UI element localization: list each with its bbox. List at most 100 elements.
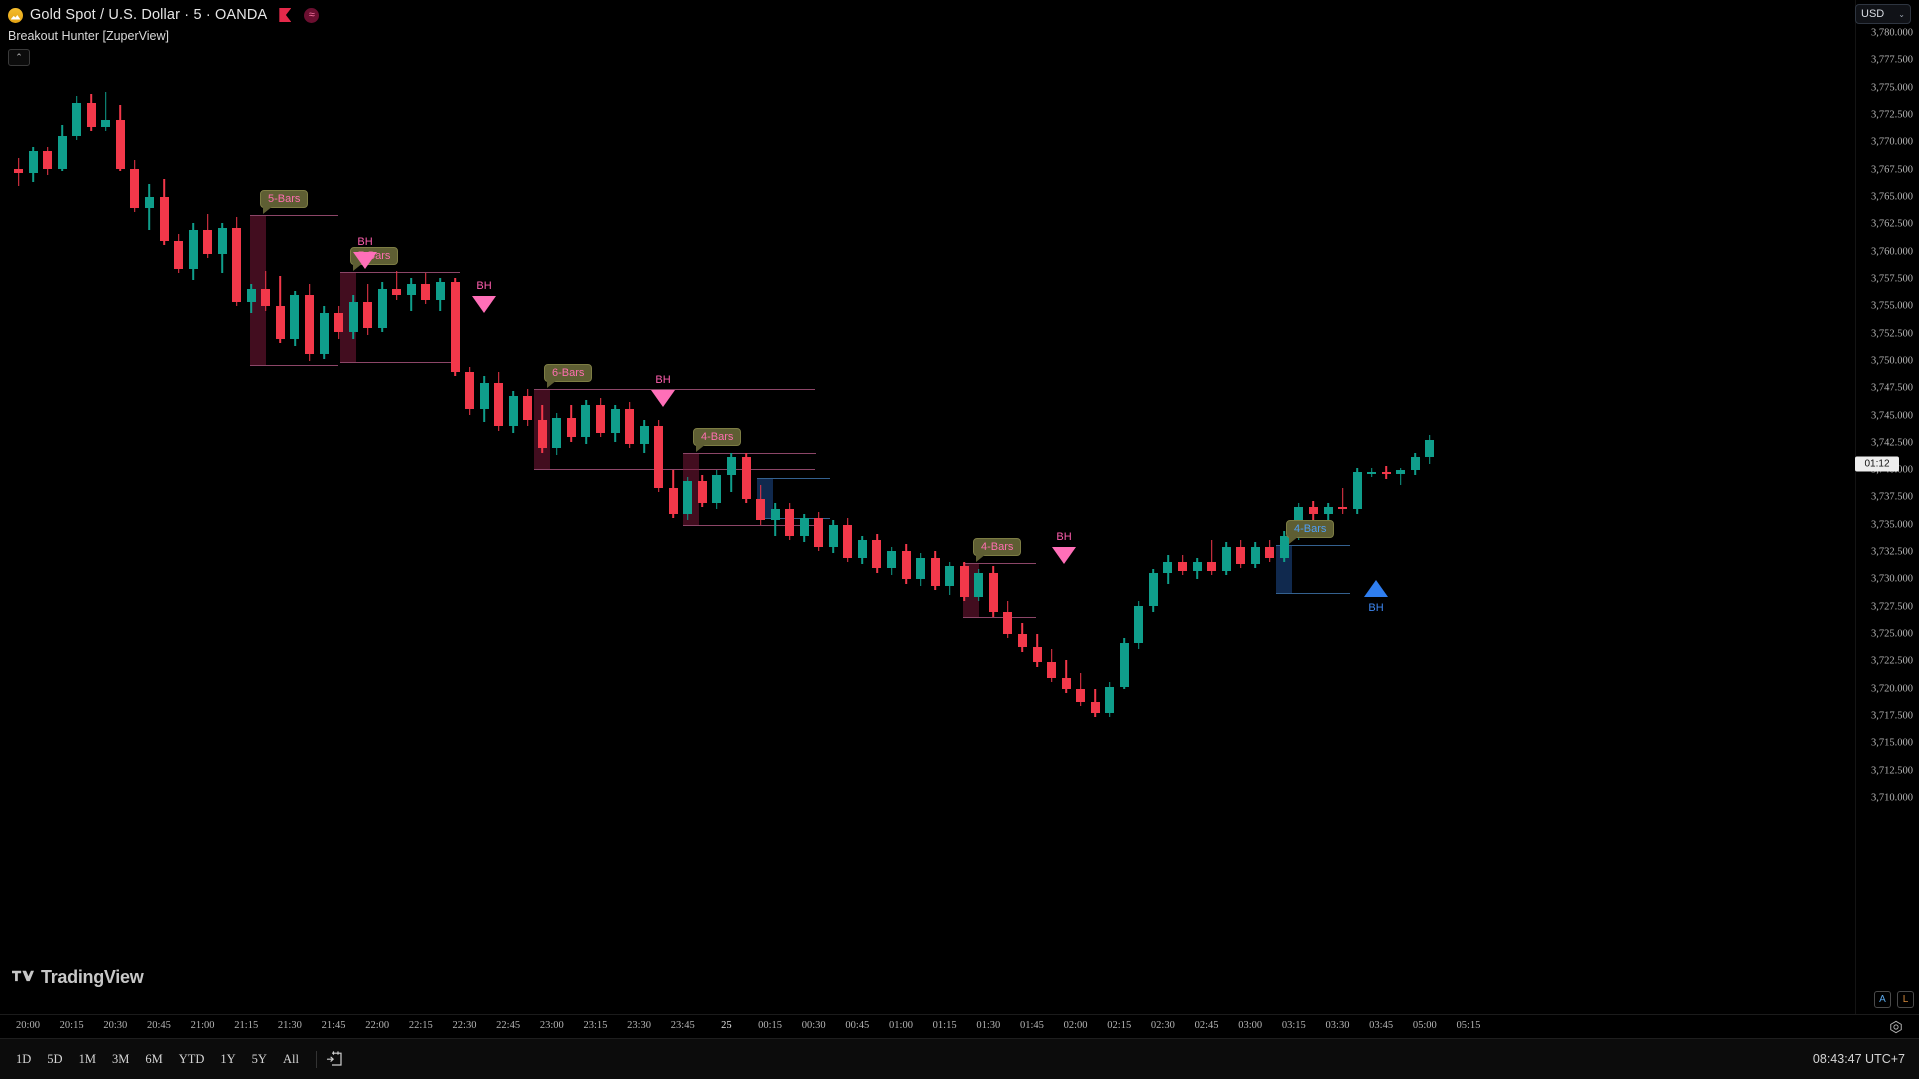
candle-body: [406, 284, 416, 296]
range-button-1d[interactable]: 1D: [16, 1051, 32, 1066]
collapse-legend-button[interactable]: ⌃: [8, 49, 30, 66]
candle-body: [494, 382, 504, 427]
candle-body: [1119, 642, 1129, 687]
breakout-signal-bull: BH: [1364, 580, 1388, 614]
price-tick: 3,777.500: [1871, 54, 1913, 66]
tradingview-logo-text: TradingView: [41, 967, 144, 987]
candlestick: [1076, 673, 1086, 707]
time-tick: 03:15: [1281, 1020, 1306, 1031]
candle-body: [101, 120, 111, 127]
candle-body: [799, 518, 809, 536]
candlestick: [450, 277, 460, 377]
signal-label: BH: [655, 374, 671, 386]
price-tick: 3,717.500: [1871, 710, 1913, 722]
signal-label: BH: [476, 280, 492, 292]
candlestick: [683, 476, 693, 521]
bars-count-label: 5-Bars: [260, 190, 309, 208]
candle-body: [435, 282, 445, 300]
candle-body: [988, 572, 998, 613]
range-button-5y[interactable]: 5Y: [251, 1051, 267, 1066]
candle-body: [1323, 507, 1333, 514]
candlestick: [1265, 540, 1275, 562]
candle-body: [290, 295, 300, 339]
target-crosshair-icon[interactable]: [1889, 1020, 1903, 1034]
candle-body: [203, 229, 213, 254]
candlestick: [130, 159, 140, 213]
zone-boundary-line: [534, 389, 815, 390]
candle-body: [596, 404, 605, 433]
breakout-signal-bear: BH: [353, 236, 377, 269]
candlestick: [421, 273, 431, 305]
candlestick: [1323, 502, 1333, 525]
candle-body: [566, 417, 576, 438]
candle-body: [43, 151, 53, 169]
time-axis[interactable]: 20:00 20:15 20:30 20:45 21:00 21:15 21:30 21:45…: [0, 1014, 1919, 1038]
candle-body: [1017, 634, 1027, 648]
candle-body: [741, 457, 751, 499]
time-tick: 20:45: [146, 1020, 171, 1031]
time-tick: 01:45: [1019, 1020, 1044, 1031]
candlestick: [1396, 467, 1406, 486]
candle-body: [1178, 561, 1187, 571]
candle-body: [1410, 457, 1420, 471]
price-tick: 3,762.500: [1871, 218, 1913, 230]
candlestick: [1410, 452, 1420, 475]
candlestick: [756, 485, 766, 525]
red-flag-icon[interactable]: [279, 8, 291, 22]
candle-body: [348, 301, 358, 333]
log-scale-button[interactable]: L: [1897, 991, 1914, 1008]
price-tick: 3,727.500: [1871, 601, 1913, 613]
candle-body: [1061, 677, 1071, 689]
currency-selector[interactable]: USD ⌄: [1855, 4, 1911, 24]
price-axis[interactable]: 3,780.000 3,777.500 3,775.000 3,772.500 3,77…: [1855, 0, 1919, 1014]
time-tick: 20:30: [103, 1020, 128, 1031]
range-button-ytd[interactable]: YTD: [178, 1051, 205, 1066]
candle-body: [188, 229, 198, 270]
candlestick: [857, 535, 867, 565]
price-tick: 3,735.000: [1871, 519, 1913, 531]
time-tick: 02:30: [1150, 1020, 1175, 1031]
symbol-row[interactable]: Gold Spot / U.S. Dollar · 5 · OANDA: [8, 4, 320, 26]
candlestick: [1032, 634, 1042, 667]
candle-body: [843, 524, 853, 558]
candle-body: [174, 240, 184, 270]
signal-triangle-icon: [1364, 580, 1388, 597]
signal-triangle-icon: [472, 296, 496, 313]
candlestick: [1105, 682, 1115, 718]
candlestick: [625, 402, 635, 449]
price-tick: 3,750.000: [1871, 355, 1913, 367]
candlestick: [945, 561, 955, 595]
candlestick: [916, 553, 926, 586]
candlestick: [494, 371, 504, 431]
candlestick: [1148, 568, 1158, 613]
signal-triangle-icon: [1052, 547, 1076, 564]
signal-triangle-icon: [651, 390, 675, 407]
candlestick: [1119, 638, 1129, 689]
scale-mode-buttons: A L: [1874, 991, 1914, 1008]
range-button-1m[interactable]: 1M: [78, 1051, 96, 1066]
range-button-5d[interactable]: 5D: [47, 1051, 63, 1066]
candle-body: [1381, 472, 1391, 475]
chart-canvas[interactable]: TradingView 5-Bars 7-Bars 6-Bars 4-Bars 4-Ba…: [0, 0, 1855, 1014]
range-button-1y[interactable]: 1Y: [220, 1051, 236, 1066]
candlestick: [290, 290, 300, 346]
candle-body: [523, 395, 533, 420]
candle-body: [144, 196, 154, 208]
breakout-signal-bear: BH: [472, 280, 496, 313]
signal-label: BH: [1056, 531, 1072, 543]
zone-boundary-line: [757, 478, 830, 479]
calendar-goto-icon[interactable]: [326, 1050, 344, 1068]
candlestick: [1017, 623, 1027, 652]
range-button-all[interactable]: All: [282, 1051, 299, 1066]
range-button-6m[interactable]: 6M: [145, 1051, 163, 1066]
auto-scale-button[interactable]: A: [1874, 991, 1891, 1008]
range-button-3m[interactable]: 3M: [111, 1051, 130, 1066]
candlestick: [887, 546, 896, 576]
indicator-title[interactable]: Breakout Hunter [ZuperView]: [8, 29, 169, 43]
candle-body: [130, 168, 140, 208]
candlestick: [610, 404, 620, 442]
candle-body: [1105, 686, 1115, 713]
price-tick: 3,755.000: [1871, 300, 1913, 312]
indicator-wave-icon[interactable]: [304, 7, 320, 23]
consolidation-zone: [250, 215, 266, 365]
